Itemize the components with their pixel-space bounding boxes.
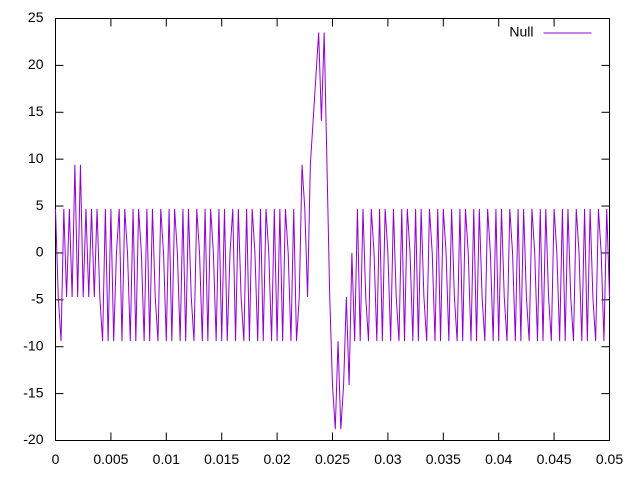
- x-tick-label: 0.02: [263, 451, 290, 467]
- x-tick-label: 0.015: [204, 451, 239, 467]
- x-tick-label: 0.04: [485, 451, 512, 467]
- y-tick-label: 5: [36, 197, 44, 213]
- x-tick-label: 0.03: [374, 451, 401, 467]
- x-tick-label: 0.035: [426, 451, 461, 467]
- data-line: [55, 32, 610, 430]
- x-tick-label: 0.05: [596, 451, 623, 467]
- y-tick-label: -10: [23, 337, 43, 353]
- y-tick-label: 15: [28, 103, 44, 119]
- y-tick-label: -20: [23, 431, 43, 447]
- x-tick-label: 0: [52, 451, 60, 467]
- x-tick-label: 0.025: [315, 451, 350, 467]
- y-tick-label: 25: [28, 9, 44, 25]
- x-tick-label: 0.005: [93, 451, 128, 467]
- y-tick-label: 20: [28, 56, 44, 72]
- x-tick-label: 0.01: [153, 451, 180, 467]
- y-tick-label: 0: [36, 244, 44, 260]
- legend-label: Null: [509, 24, 533, 40]
- y-tick-label: -5: [31, 291, 44, 307]
- y-tick-label: 10: [28, 150, 44, 166]
- x-tick-label: 0.045: [537, 451, 572, 467]
- y-tick-label: -15: [23, 384, 43, 400]
